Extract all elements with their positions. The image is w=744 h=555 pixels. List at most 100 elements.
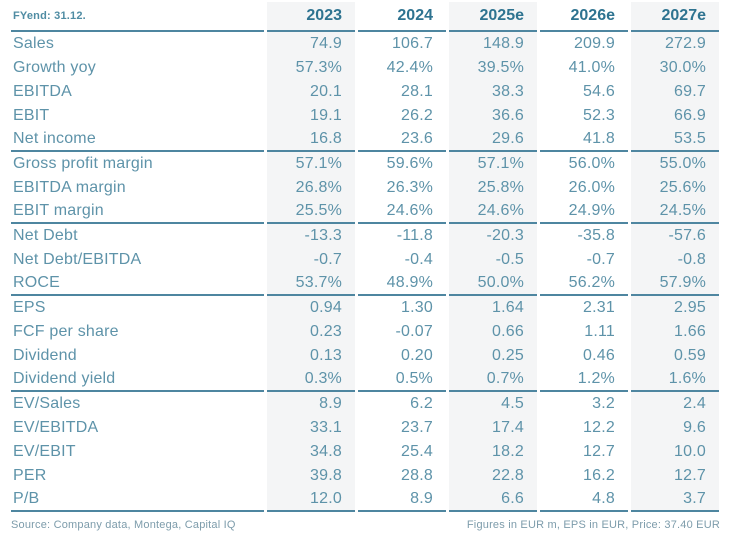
table-row: Growth yoy 57.3% 42.4% 39.5% 41.0% 30.0% <box>11 56 719 80</box>
cell-value: 26.8% <box>267 176 355 200</box>
cell-value: 24.5% <box>631 200 719 224</box>
cell-value: 3.7 <box>631 488 719 512</box>
cell-value: -0.07 <box>395 323 433 340</box>
cell-value: 2.95 <box>631 296 719 320</box>
financial-table-body: Sales 74.9 106.7 148.9 209.9 272.9 Growth yoy 5… <box>11 32 719 512</box>
cell-value: 4.5 <box>449 392 537 416</box>
row-label: Growth yoy <box>13 59 96 76</box>
cell-value: 48.9% <box>358 272 446 296</box>
table-row: Net Debt -13.3 -11.8 -20.3 -35.8 -57.6 <box>11 224 719 248</box>
cell-value: -13.3 <box>267 224 355 248</box>
row-label: EBITDA margin <box>13 179 126 196</box>
cell-value: 1.11 <box>584 323 615 340</box>
row-label: EPS <box>13 299 46 316</box>
cell-value: 24.6% <box>449 200 537 224</box>
row-label: Net income <box>11 128 264 152</box>
cell-value: 28.8 <box>401 467 433 484</box>
cell-value: 2.4 <box>631 392 719 416</box>
cell-value: 17.4 <box>449 416 537 440</box>
cell-value: 23.7 <box>401 419 433 436</box>
cell-value: 22.8 <box>449 464 537 488</box>
table-row: Dividend 0.13 0.20 0.25 0.46 0.59 <box>11 344 719 368</box>
cell-value: 25.8% <box>449 176 537 200</box>
cell-value: 4.8 <box>540 488 628 512</box>
cell-value: 25.5% <box>267 200 355 224</box>
cell-value: 1.30 <box>401 299 433 316</box>
cell-value: 39.5% <box>449 56 537 80</box>
cell-value: 0.66 <box>449 320 537 344</box>
cell-value: -0.5 <box>449 248 537 272</box>
row-label: EV/EBITDA <box>13 419 99 436</box>
cell-value: 24.6% <box>358 200 446 224</box>
table-row: EBIT margin 25.5% 24.6% 24.6% 24.9% 24.5% <box>11 200 719 224</box>
cell-value: -57.6 <box>631 224 719 248</box>
cell-value: 6.6 <box>449 488 537 512</box>
table-row: Gross profit margin 57.1% 59.6% 57.1% 56.0% 5… <box>11 152 719 176</box>
cell-value: 41.8 <box>540 128 628 152</box>
column-header-2024: 2024 <box>358 2 446 32</box>
cell-value: 53.7% <box>267 272 355 296</box>
cell-value: 1.64 <box>449 296 537 320</box>
column-header-2023: 2023 <box>267 2 355 32</box>
header-row: FYend: 31.12. 2023 2024 2025e 2026e 2027… <box>11 2 719 32</box>
cell-value: 2.31 <box>583 299 615 316</box>
cell-value: 28.1 <box>401 83 433 100</box>
cell-value: 0.13 <box>267 344 355 368</box>
cell-value: 57.3% <box>267 56 355 80</box>
cell-value: 56.2% <box>540 272 628 296</box>
cell-value: 29.6 <box>449 128 537 152</box>
table-row: Net Debt/EBITDA -0.7 -0.4 -0.5 -0.7 -0.8 <box>11 248 719 272</box>
table-row: EV/EBIT 34.8 25.4 18.2 12.7 10.0 <box>11 440 719 464</box>
cell-value: 1.2% <box>540 368 628 392</box>
table-footer: Source: Company data, Montega, Capital I… <box>8 512 722 531</box>
cell-value: 57.9% <box>631 272 719 296</box>
cell-value: 23.6 <box>358 128 446 152</box>
cell-value: 42.4% <box>386 59 433 76</box>
cell-value: 0.5% <box>358 368 446 392</box>
table-row: EV/Sales 8.9 6.2 4.5 3.2 2.4 <box>11 392 719 416</box>
cell-value: -20.3 <box>449 224 537 248</box>
row-label: Net Debt/EBITDA <box>13 251 142 268</box>
cell-value: 57.1% <box>267 152 355 176</box>
figures-note: Figures in EUR m, EPS in EUR, Price: 37.… <box>466 519 720 531</box>
column-header-2027e: 2027e <box>631 2 719 32</box>
cell-value: 12.7 <box>631 464 719 488</box>
cell-value: 74.9 <box>267 32 355 56</box>
cell-value: 33.1 <box>267 416 355 440</box>
cell-value: 56.0% <box>568 155 615 172</box>
cell-value: 57.1% <box>449 152 537 176</box>
cell-value: 10.0 <box>631 440 719 464</box>
table-row: FCF per share 0.23 -0.07 0.66 1.11 1.66 <box>11 320 719 344</box>
row-label: Dividend yield <box>11 368 264 392</box>
cell-value: -35.8 <box>577 227 615 244</box>
row-label: Sales <box>13 35 55 52</box>
table-header: FYend: 31.12. 2023 2024 2025e 2026e 2027… <box>11 2 719 32</box>
row-label: EBIT <box>13 107 50 124</box>
cell-value: 18.2 <box>449 440 537 464</box>
cell-value: 0.3% <box>267 368 355 392</box>
cell-value: 12.0 <box>267 488 355 512</box>
cell-value: 66.9 <box>631 104 719 128</box>
cell-value: 0.7% <box>449 368 537 392</box>
row-label: EV/Sales <box>13 395 81 412</box>
cell-value: 0.94 <box>267 296 355 320</box>
cell-value: 148.9 <box>449 32 537 56</box>
cell-value: 16.8 <box>267 128 355 152</box>
cell-value: -0.8 <box>631 248 719 272</box>
cell-value: 12.2 <box>583 419 615 436</box>
table-row: EBIT 19.1 26.2 36.6 52.3 66.9 <box>11 104 719 128</box>
table-row: Net income 16.8 23.6 29.6 41.8 53.5 <box>11 128 719 152</box>
cell-value: 69.7 <box>631 80 719 104</box>
cell-value: 41.0% <box>568 59 615 76</box>
cell-value: 25.6% <box>631 176 719 200</box>
cell-value: -0.4 <box>404 251 433 268</box>
cell-value: 59.6% <box>386 155 433 172</box>
cell-value: 6.2 <box>410 395 433 412</box>
cell-value: 1.66 <box>631 320 719 344</box>
cell-value: 12.7 <box>583 443 615 460</box>
cell-value: 8.9 <box>358 488 446 512</box>
table-row: EPS 0.94 1.30 1.64 2.31 2.95 <box>11 296 719 320</box>
fiscal-year-end-label: FYend: 31.12. <box>11 2 264 32</box>
row-label: EV/EBIT <box>13 443 76 460</box>
